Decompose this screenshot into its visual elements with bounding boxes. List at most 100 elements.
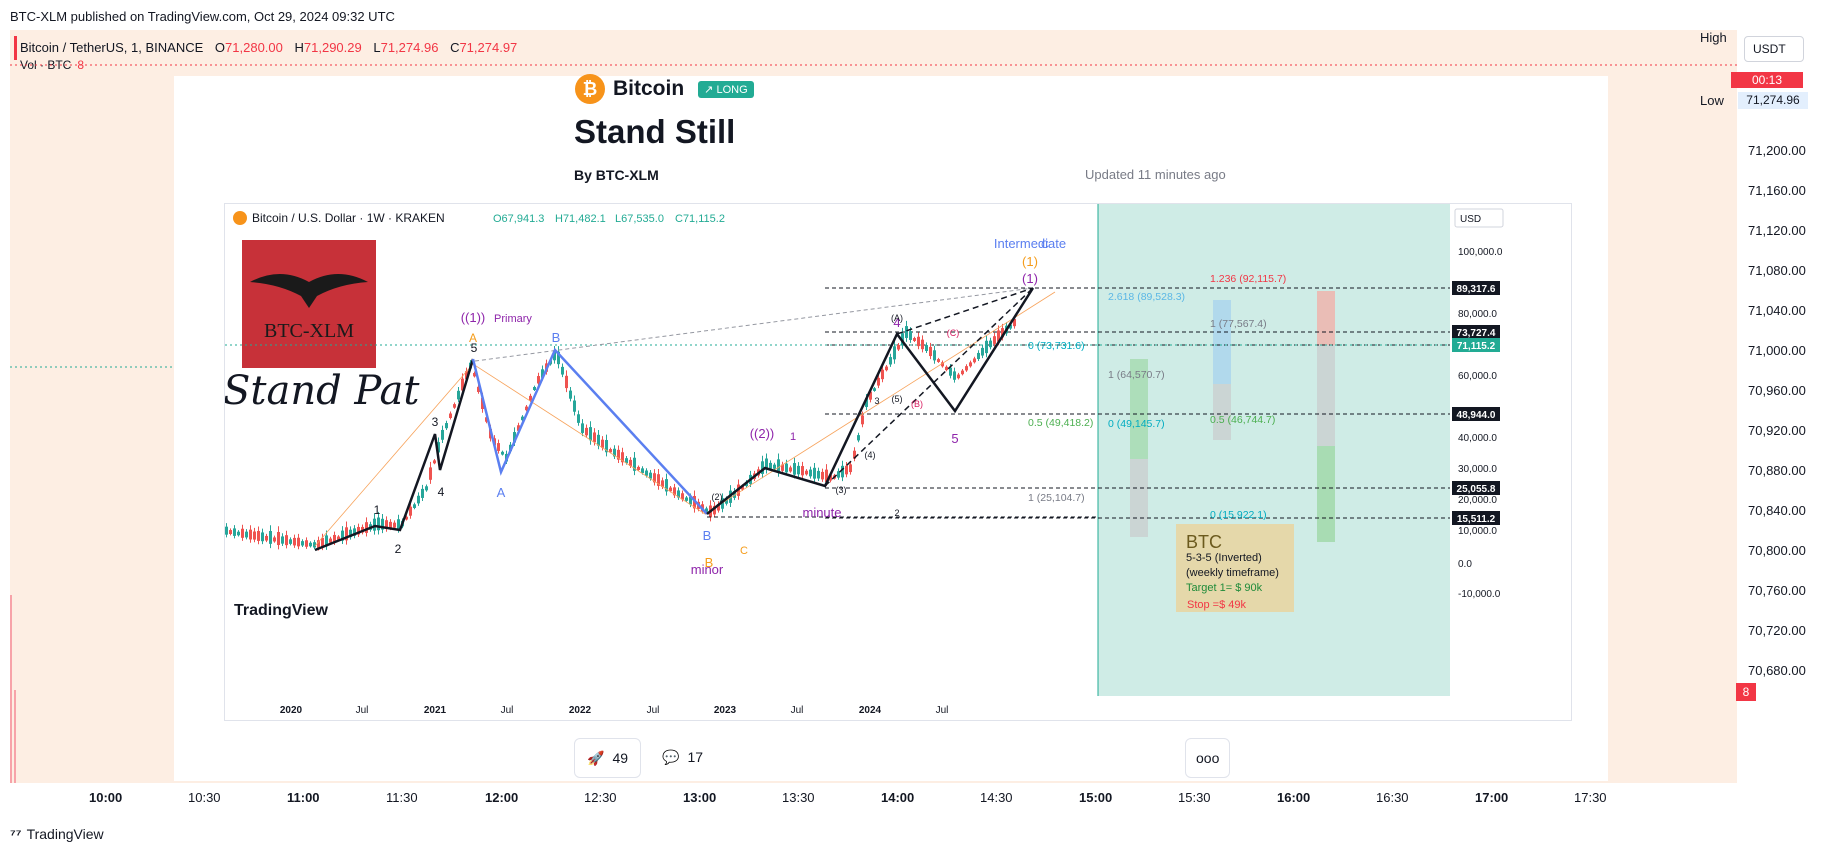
candle-body [253,531,256,540]
candle-body [525,406,528,411]
inner-y-tick: 80,000.0 [1458,309,1497,320]
candle-body [561,366,564,375]
candle-body [485,417,488,422]
more-icon: ooo [1196,750,1220,766]
candle-body [969,362,972,367]
channel-line [824,287,1034,487]
candle-body [573,400,576,412]
candle-body [917,336,920,347]
candle-body [797,465,800,475]
wave-label: A [497,485,506,500]
price-scale[interactable] [1737,30,1810,783]
candle-body [1013,318,1016,327]
projection-zone [1098,204,1450,696]
inner-x-tick: Jul [356,705,369,716]
candle-body [845,465,848,475]
candle-body [353,528,356,536]
more-button[interactable]: ooo [1185,738,1231,778]
boost-count: 49 [612,750,629,766]
wave-label: minute [802,505,841,520]
candle-body [653,473,656,483]
idea-author[interactable]: By BTC-XLM [574,167,659,183]
inner-x-tick: 2021 [424,705,447,716]
currency-select[interactable]: USDT [1744,36,1804,62]
updated-time: Updated 11 minutes ago [1085,167,1226,182]
symbol-legend[interactable]: Bitcoin / TetherUS, 1, BINANCE O71,280.0… [20,40,517,55]
wave-label: (B) [911,399,923,409]
candle-body [881,369,884,380]
comments-button[interactable]: 💬 17 [650,738,716,776]
candle-body [597,434,600,446]
candle-body [349,529,352,538]
time-axis[interactable] [10,783,1737,813]
background-overlay [10,64,1737,783]
candle-body [901,333,904,345]
candle-body [813,467,816,479]
candle-body [877,377,880,386]
wave-label: 2 [395,542,402,556]
candle-body [457,390,460,400]
candle-body [529,395,532,401]
candle-body [497,443,500,451]
candle-body [329,538,332,543]
inner-x-tick: 2024 [859,705,882,716]
wave-label: (4) [865,450,876,460]
ohlc-open: 71,280.00 [225,40,283,55]
time-tick: 10:30 [188,790,221,805]
candle-body [945,366,948,371]
wave-label: B [703,528,712,543]
candle-body [989,340,992,348]
candle-body [809,469,812,477]
candle-body [933,350,936,361]
note-line2: (weekly timeframe) [1186,567,1279,579]
candle-body [397,519,400,530]
wave-label: B [552,330,561,345]
wave-label: B [705,555,714,570]
candle-body [849,464,852,473]
idea-ticker[interactable]: ₿ Bitcoin ↗ LONG [575,74,754,104]
candle-body [705,508,708,513]
handwritten-caption: Stand Pat [225,368,420,414]
candle-body [689,496,692,505]
wave-label: (2) [712,492,723,502]
price-tick: 71,080.00 [1748,263,1806,278]
candle-body [869,391,872,400]
candle-body [965,366,968,371]
inner-o: O67,941.3 [493,213,544,225]
channel-line [896,287,1034,335]
candle-body [409,506,412,516]
candle-body [425,486,428,491]
countdown-badge: 00:13 [1731,72,1803,88]
wave-label: minor [691,562,724,577]
fib-label: 0.5 (46,744.7) [1210,414,1275,426]
inner-y-tick: 20,000.0 [1458,495,1497,506]
boost-button[interactable]: 🚀 49 [574,738,642,778]
candle-body [381,518,384,530]
candle-body [637,466,640,470]
price-level-badge [1452,407,1500,421]
candle-body [629,459,632,466]
candle-body [325,535,328,547]
upper-channel-line [474,287,1034,362]
time-tick: 10:00 [89,790,123,805]
wave-label: (3) [836,485,847,495]
candle-body [889,357,892,365]
candle-body [613,448,616,457]
candle-body [829,475,832,481]
wave-label: 3 [432,415,439,429]
candle-body [513,432,516,443]
symbol-color-bar [14,36,17,60]
fib-label: 1 (25,104.7) [1028,492,1085,504]
candle-body [773,464,776,469]
candle-body [501,451,504,455]
candle-body [793,463,796,475]
candle-body [277,531,280,546]
low-label: Low [1700,93,1724,108]
ohlc-o-label: O [214,40,226,55]
candle-body [285,535,288,546]
candle-body [233,528,236,536]
candle-body [237,531,240,536]
candle-body [357,526,360,535]
inner-chart[interactable]: Bitcoin / U.S. Dollar · 1W · KRAKEN O67,… [224,203,1572,721]
eagle-icon [250,274,368,308]
